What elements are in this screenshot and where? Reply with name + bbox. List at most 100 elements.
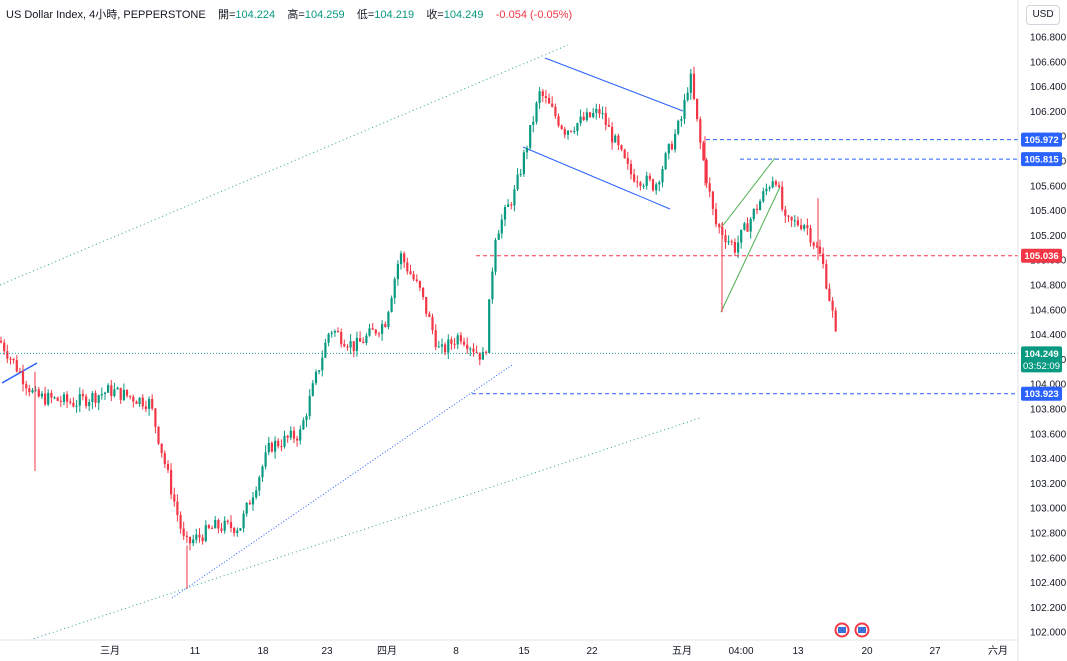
candle-body bbox=[69, 401, 72, 403]
candle-body bbox=[261, 466, 264, 478]
event-icons[interactable] bbox=[834, 622, 870, 638]
candle-body bbox=[428, 313, 431, 317]
candle-body bbox=[516, 174, 519, 190]
candle-body bbox=[0, 340, 3, 343]
candle-body bbox=[566, 130, 570, 135]
candle-body bbox=[755, 208, 759, 210]
candle-body bbox=[251, 497, 255, 505]
candle-body bbox=[141, 397, 144, 407]
candle-body bbox=[239, 528, 242, 531]
channel-upper-line[interactable] bbox=[544, 57, 684, 112]
time-tick-label: 13 bbox=[792, 646, 804, 657]
wedge-upper-line[interactable] bbox=[720, 157, 776, 229]
candle-body bbox=[535, 102, 538, 122]
candle-body bbox=[683, 99, 686, 119]
candle-body bbox=[113, 389, 116, 396]
candle-body bbox=[144, 406, 147, 409]
candle-body bbox=[532, 121, 535, 125]
candle-body bbox=[598, 109, 601, 114]
start-trendline[interactable] bbox=[1, 362, 38, 384]
candle-body bbox=[481, 351, 484, 360]
candle-body bbox=[88, 402, 91, 406]
price-tick-label: 102.800 bbox=[1030, 529, 1067, 540]
candle-body bbox=[800, 225, 803, 229]
time-axis[interactable]: 三月 11 18 23 四月 8 15 22 五月 04:00 13 20 27 六月 bbox=[100, 645, 1008, 657]
candle-body bbox=[607, 124, 610, 127]
candle-body bbox=[176, 501, 179, 515]
candle-body bbox=[563, 128, 566, 135]
candle-body bbox=[548, 97, 551, 104]
candle-body bbox=[94, 393, 97, 403]
candle-body bbox=[604, 113, 607, 125]
candle-body bbox=[696, 98, 699, 120]
candle-body bbox=[538, 91, 541, 103]
candle-body bbox=[617, 135, 620, 146]
upper-dotted-trendline[interactable] bbox=[0, 44, 569, 286]
candle-body bbox=[78, 394, 81, 406]
candle-body bbox=[595, 109, 598, 113]
candle-body bbox=[692, 73, 696, 99]
candle-body bbox=[648, 175, 651, 180]
candle-body bbox=[311, 383, 314, 396]
horizontal-lines-layer bbox=[0, 139, 1018, 395]
open-value: 104.224 bbox=[235, 9, 276, 21]
candle-body bbox=[195, 534, 198, 540]
currency-button[interactable]: USD bbox=[1026, 5, 1060, 25]
price-tick-label: 102.400 bbox=[1030, 578, 1067, 589]
candle-body bbox=[245, 502, 248, 514]
candle-body bbox=[664, 153, 667, 169]
candle-body bbox=[711, 191, 714, 209]
candle-body bbox=[510, 204, 513, 206]
candle-body bbox=[790, 216, 793, 221]
low-value: 104.219 bbox=[374, 9, 415, 21]
candle-body bbox=[425, 297, 428, 314]
candle-body bbox=[31, 390, 34, 393]
candle-body bbox=[459, 335, 462, 342]
candle-body bbox=[264, 452, 267, 467]
candle-body bbox=[714, 208, 718, 225]
candle-body bbox=[689, 73, 692, 93]
candle-body bbox=[466, 344, 469, 350]
candle-body bbox=[346, 346, 349, 348]
price-tick-label: 104.800 bbox=[1030, 281, 1067, 292]
candle-body bbox=[500, 219, 503, 234]
candle-body bbox=[582, 116, 585, 120]
candle-body bbox=[40, 393, 43, 397]
candle-body bbox=[585, 112, 588, 121]
candle-body bbox=[138, 397, 141, 404]
candle-body bbox=[677, 120, 680, 134]
candle-body bbox=[226, 520, 229, 522]
symbol-title[interactable]: US Dollar Index, 4小時, PEPPERSTONE bbox=[6, 9, 206, 21]
candle-body bbox=[752, 208, 755, 219]
candle-body bbox=[355, 338, 358, 351]
candle-body bbox=[201, 537, 204, 542]
open-label: 開= bbox=[217, 9, 236, 21]
candle-body bbox=[97, 395, 100, 403]
support-trendline[interactable] bbox=[171, 364, 513, 599]
candle-body bbox=[488, 299, 491, 353]
price-tag-bg bbox=[1021, 248, 1062, 263]
candle-body bbox=[771, 181, 774, 188]
time-tick-label: 三月 bbox=[100, 645, 120, 657]
candle-body bbox=[450, 339, 453, 344]
candle-body bbox=[15, 360, 18, 372]
candle-body bbox=[173, 494, 176, 502]
candle-body bbox=[513, 189, 516, 206]
candle-body bbox=[636, 181, 639, 183]
candle-body bbox=[440, 344, 444, 347]
candle-body bbox=[658, 182, 661, 185]
price-tick-label: 106.200 bbox=[1030, 107, 1067, 118]
lower-dotted-trendline[interactable] bbox=[29, 417, 701, 641]
channel-lower-line[interactable] bbox=[522, 146, 671, 210]
wedge-lower-line[interactable] bbox=[720, 186, 781, 313]
candle-body bbox=[831, 300, 834, 311]
candle-body bbox=[56, 397, 59, 401]
candle-body bbox=[737, 242, 740, 253]
last-price-tag-bg bbox=[1021, 346, 1062, 373]
price-tick-label: 106.600 bbox=[1030, 57, 1067, 68]
price-tag-bg bbox=[1021, 386, 1062, 401]
price-axis[interactable]: 106.800106.600106.400106.200106.000105.8… bbox=[1030, 33, 1067, 639]
candle-body bbox=[588, 112, 592, 117]
